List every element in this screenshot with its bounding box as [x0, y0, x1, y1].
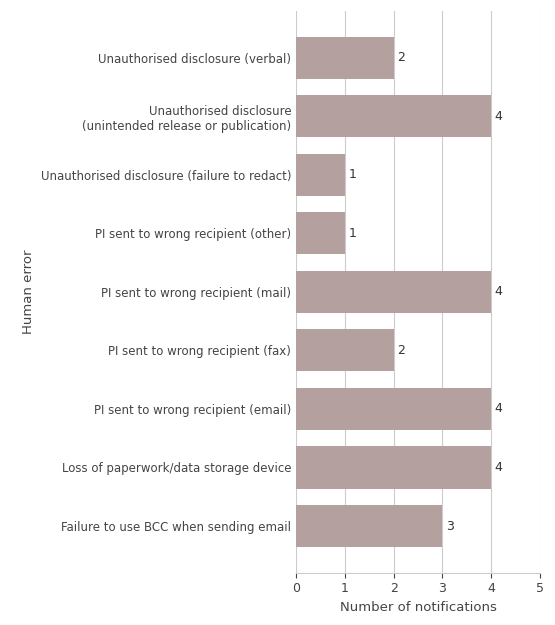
Text: 3: 3 [446, 519, 453, 532]
Text: 1: 1 [349, 168, 356, 181]
Text: 4: 4 [495, 110, 502, 123]
Bar [296, 154, 345, 196]
Bar [296, 37, 393, 79]
Bar [296, 388, 491, 430]
Bar [296, 213, 345, 254]
Text: 2: 2 [397, 344, 405, 357]
Bar [296, 329, 393, 371]
Bar [296, 271, 491, 313]
Bar [296, 95, 491, 138]
Bar [296, 446, 491, 489]
Bar [296, 505, 442, 547]
Text: 4: 4 [495, 402, 502, 416]
Text: 4: 4 [495, 461, 502, 474]
Y-axis label: Human error: Human error [22, 249, 35, 334]
Text: 1: 1 [349, 227, 356, 240]
Text: 4: 4 [495, 286, 502, 298]
Text: 2: 2 [397, 51, 405, 64]
X-axis label: Number of notifications: Number of notifications [340, 601, 496, 614]
